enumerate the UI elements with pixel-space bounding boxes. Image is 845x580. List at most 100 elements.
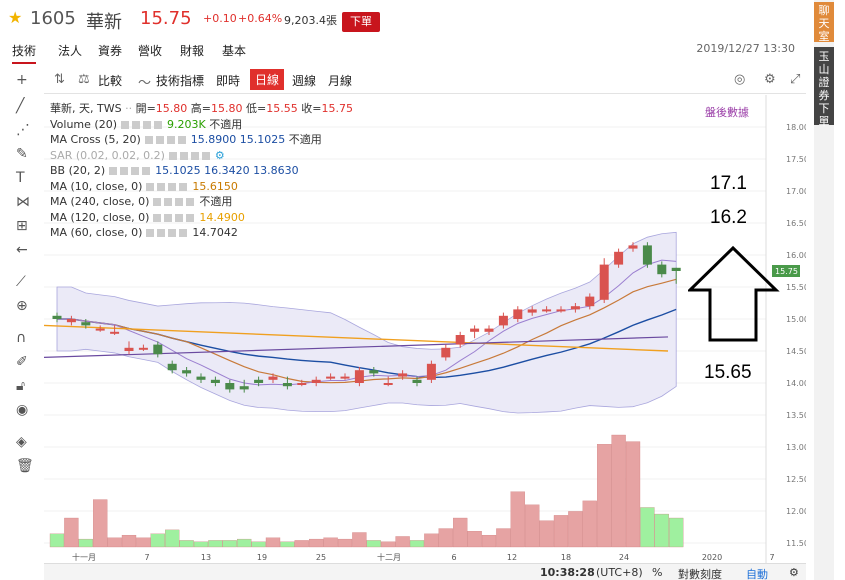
prediction-icon[interactable]: ⊞ [16,218,28,234]
star-icon[interactable]: ★ [8,8,23,27]
volume-bar [294,540,309,548]
volume-bar [395,536,410,548]
lock-icon[interactable]: 🔓︎ [16,378,26,394]
candle-body [412,379,422,383]
chart-type-icon[interactable]: ⇅ [54,72,65,87]
x-tick-label: 十一月 [72,552,96,562]
daily-button[interactable]: 日線 [250,69,285,90]
compare-icon[interactable]: ⚖ [78,72,90,87]
back-arrow-icon[interactable]: ← [16,242,28,258]
volume-bar [121,534,137,548]
y-tick-label: 13.50 [786,411,806,420]
indicator-icon[interactable]: 〜 [138,76,152,91]
tab-margin[interactable]: 資券 [98,44,123,58]
pattern-icon[interactable]: ⋈ [16,194,30,210]
percent-toggle[interactable]: % [652,566,663,579]
macross-na: 不適用 [288,133,322,146]
volume-bar [352,532,367,548]
broker-order-tab[interactable]: 玉山證券下單 [814,47,834,128]
volume-bar [366,540,381,548]
low-label: 低= [246,102,267,115]
candle-body [153,344,163,355]
candle-body [455,335,465,345]
lock-draw-icon[interactable]: ✐ [16,354,28,370]
open-label: 開= [135,102,156,115]
candle-body [225,383,235,390]
annotation-target-1: 17.1 [710,173,747,194]
indicators-button[interactable]: 技術指標 [156,74,205,88]
axis-settings-icon[interactable]: ⚙ [789,566,799,579]
layers-icon[interactable]: ◈ [16,434,27,450]
close-value: 15.75 [321,102,353,115]
bb-indicator[interactable]: BB (20, 2) [50,164,106,177]
open-value: 15.80 [155,102,188,115]
volume-bar [107,537,122,548]
volume-bar [265,537,281,548]
log-scale-toggle[interactable]: 對數刻度 [678,568,722,580]
sar-settings-icon[interactable]: ⚙ [214,148,225,162]
chart-legend: 華新, 天, TWS ·· 開=15.80 高=15.80 低=15.55 收=… [50,102,353,239]
volume-bar [481,534,497,548]
gear-icon[interactable]: ⚙ [764,72,776,87]
volume-bar [409,540,425,548]
zoom-in-icon[interactable]: ⊕ [16,298,28,314]
chat-room-tab[interactable]: 聊天室 [814,2,834,43]
ma120-indicator[interactable]: MA (120, close, 0) [50,210,150,224]
tab-institutional[interactable]: 法人 [58,44,83,58]
price-change: +0.10 [203,12,237,25]
fib-icon[interactable]: ⋰ [16,122,30,138]
x-tick-label: 7 [144,553,149,562]
monthly-button[interactable]: 月線 [328,74,353,88]
candle-body [239,386,249,390]
high-label: 高= [190,102,212,115]
ma10-indicator[interactable]: MA (10, close, 0) [50,179,143,193]
candle-body [182,370,192,374]
x-tick-label: 25 [316,553,326,562]
x-tick-label: 19 [257,553,267,562]
camera-icon[interactable]: ◎ [734,72,746,87]
ma240-indicator[interactable]: MA (240, close, 0) [50,195,150,208]
volume-bar [323,537,338,548]
x-tick-label: 12 [507,553,517,562]
tab-revenue[interactable]: 營收 [138,44,163,58]
trendline-icon[interactable]: ╱ [16,98,25,114]
tab-financials[interactable]: 財報 [180,44,205,58]
candle-body [542,309,552,312]
bb-value-a: 15.1025 [155,164,201,177]
sar-indicator[interactable]: SAR (0.02, 0.02, 0.2) [50,148,165,162]
y-tick-label: 14.00 [786,379,806,388]
auto-scale-toggle[interactable]: 自動 [746,568,768,580]
macross-value-a: 15.8900 [190,133,237,146]
magnet-icon[interactable]: ∩ [16,330,27,346]
crosshair-icon[interactable]: + [16,72,28,88]
macross-indicator[interactable]: MA Cross (5, 20) [50,133,141,146]
order-button[interactable]: 下單 [342,12,380,32]
realtime-button[interactable]: 即時 [216,74,241,88]
compare-button[interactable]: 比較 [98,74,123,88]
y-tick-label: 14.50 [786,347,806,356]
tab-basic[interactable]: 基本 [222,44,247,58]
last-price-tag [772,265,800,277]
volume-indicator[interactable]: Volume (20) [50,117,117,131]
stock-name: 華新 [86,12,122,33]
text-icon[interactable]: T [16,170,25,186]
after-hours-data[interactable]: 盤後數據 [705,106,749,119]
fullscreen-icon[interactable]: ⤢ [790,72,801,87]
brush-icon[interactable]: ✎ [16,146,28,162]
trash-icon[interactable]: 🗑︎ [16,458,34,474]
tab-technical[interactable]: 技術 [12,42,37,64]
volume-bar [553,515,569,548]
volume-bar [237,538,252,548]
bb-value-c: 13.8630 [253,164,299,177]
chart-toolbar: ⇅ ⚖ 比較 〜 技術指標 即時 日線 週線 月線 ◎ ⚙ ⤢ [44,66,806,94]
ma60-indicator[interactable]: MA (60, close, 0) [50,226,143,239]
volume-bar [193,541,209,548]
weekly-button[interactable]: 週線 [292,74,317,88]
price-chart[interactable]: 18.00 17.50 17.00 16.50 16.00 15.50 15.00 14.50… [43,95,809,580]
eye-icon[interactable]: ◉ [16,402,29,418]
y-tick-label: 16.00 [786,251,806,260]
candle-body [340,376,350,379]
candle-body [297,383,307,385]
volume-bar [453,517,468,548]
ruler-icon[interactable]: ⟋ [16,274,26,290]
